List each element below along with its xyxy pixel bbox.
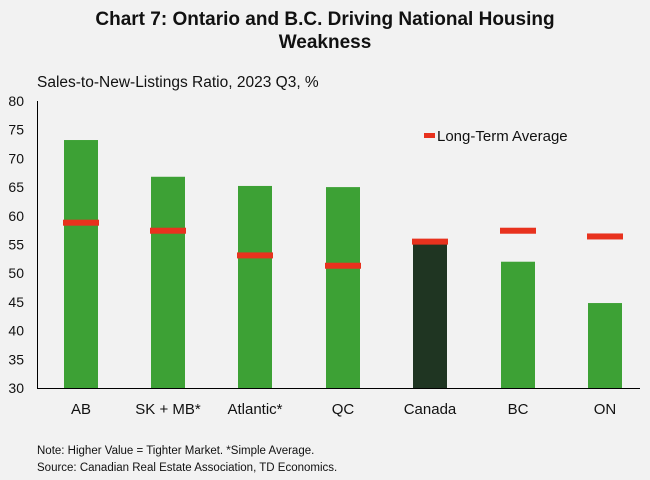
x-tick-label: QC (332, 401, 355, 418)
x-tick-label: AB (71, 401, 91, 418)
legend-marker (424, 133, 435, 138)
y-tick-label: 40 (8, 323, 24, 339)
average-marker (150, 227, 186, 234)
x-tick-label: Atlantic* (227, 401, 282, 418)
bar (151, 176, 185, 388)
y-tick-label: 75 (8, 122, 24, 138)
x-tick-label: SK + MB* (135, 401, 201, 418)
bar (501, 261, 535, 388)
average-marker (412, 238, 448, 245)
x-tick-label: ON (594, 401, 617, 418)
average-marker (237, 252, 273, 259)
note-text: Note: Higher Value = Tighter Market. *Si… (37, 445, 315, 457)
y-tick-label: 70 (8, 150, 24, 166)
y-tick-label: 30 (8, 380, 24, 396)
y-tick-label: 65 (8, 179, 24, 195)
x-tick-label: BC (508, 401, 529, 418)
y-tick-label: 55 (8, 237, 24, 253)
bar (64, 140, 98, 388)
y-tick-label: 35 (8, 351, 24, 367)
average-markers (63, 219, 623, 269)
y-tick-label: 45 (8, 294, 24, 310)
average-marker (587, 233, 623, 240)
footnotes: Note: Higher Value = Tighter Market. *Si… (37, 443, 337, 477)
legend-label: Long-Term Average (437, 128, 568, 145)
legend: Long-Term Average (424, 128, 568, 145)
bar-series (64, 140, 622, 388)
y-tick-label: 60 (8, 208, 24, 224)
bar (326, 187, 360, 388)
source-text: Source: Canadian Real Estate Association… (37, 462, 338, 474)
y-axis-label: Sales-to-New-Listings Ratio, 2023 Q3, % (37, 74, 319, 91)
x-tick-label: Canada (404, 401, 457, 418)
average-marker (500, 227, 536, 234)
bar (238, 185, 272, 388)
bar (588, 303, 622, 388)
chart-title-line-2: Weakness (278, 32, 372, 53)
chart-title: Chart 7: Ontario and B.C. Driving Nation… (0, 8, 650, 54)
average-marker (325, 262, 361, 269)
y-tick-label: 80 (8, 93, 24, 109)
x-axis-labels: AB SK + MB* Atlantic* QC Canada BC ON (71, 401, 616, 418)
bar (413, 241, 447, 388)
y-tick-label: 50 (8, 265, 24, 281)
average-marker (63, 219, 99, 226)
chart-title-line-1: Chart 7: Ontario and B.C. Driving Nation… (95, 9, 555, 30)
y-axis-ticks: 80 75 70 65 60 55 50 45 40 35 30 (8, 93, 24, 396)
